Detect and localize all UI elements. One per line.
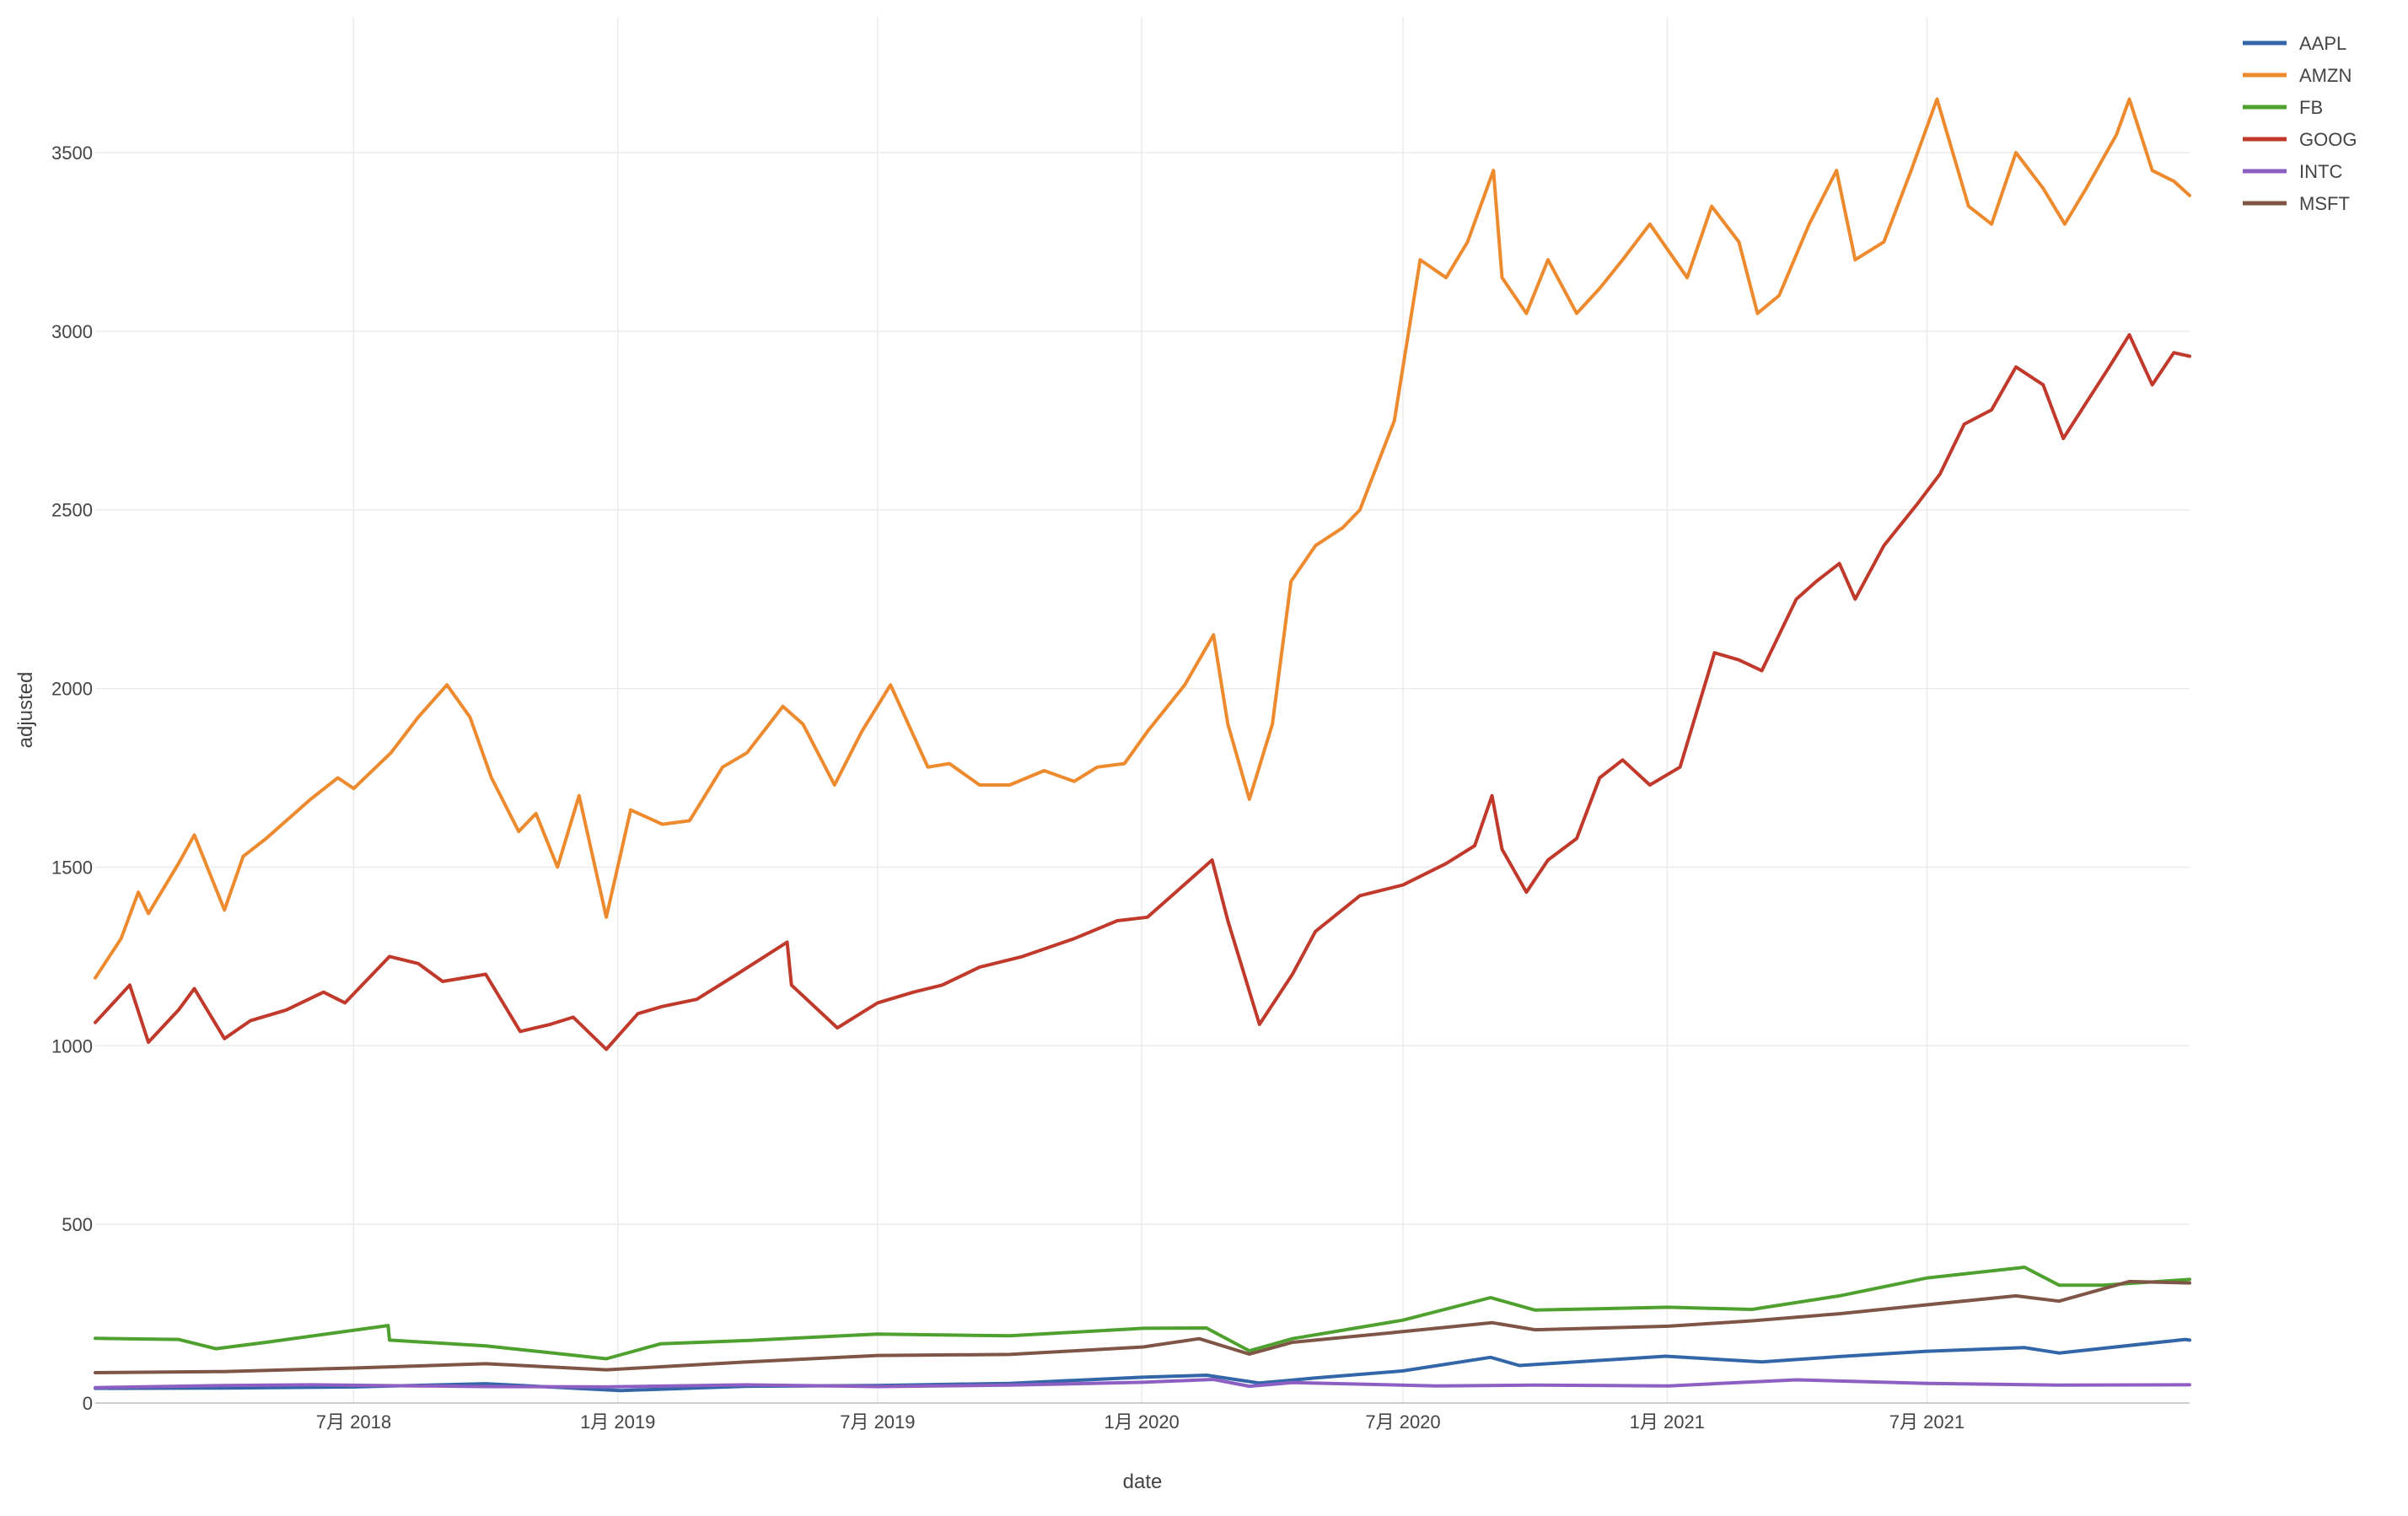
legend-item-amzn[interactable]: AMZN: [2243, 65, 2352, 86]
legend-label: MSFT: [2299, 193, 2350, 214]
series-line-amzn: [94, 97, 2191, 980]
y-tick-label: 2500: [51, 500, 93, 521]
y-tick-label: 500: [62, 1214, 93, 1235]
x-axis-ticks: 7月 2018 1月 2019 7月 2019 1月 2020 7月 2020 1月 20…: [316, 1411, 1965, 1433]
series-line-goog: [94, 333, 2191, 1051]
y-tick-label: 3500: [51, 142, 93, 164]
y-axis-ticks: 0 500 1000 1500 2000 2500 3000 3500: [51, 142, 93, 1414]
x-tick-label: 1月 2019: [580, 1411, 655, 1433]
x-tick-label: 1月 2021: [1630, 1411, 1705, 1433]
series-line-intc: [94, 1378, 2191, 1390]
y-tick-label: 0: [83, 1393, 93, 1414]
legend-label: AMZN: [2299, 65, 2352, 86]
y-tick-label: 1000: [51, 1035, 93, 1056]
x-tick-label: 7月 2018: [316, 1411, 391, 1433]
legend-label: FB: [2299, 97, 2323, 118]
legend[interactable]: AAPL AMZN FB GOOG INTC MSFT: [2243, 33, 2357, 214]
y-tick-label: 2000: [51, 679, 93, 700]
y-tick-label: 3000: [51, 321, 93, 342]
legend-item-msft[interactable]: MSFT: [2243, 193, 2350, 214]
legend-label: AAPL: [2299, 33, 2346, 54]
series-line-fb: [94, 1266, 2191, 1361]
legend-item-intc[interactable]: INTC: [2243, 161, 2342, 182]
series-lines: [94, 97, 2191, 1393]
legend-item-aapl[interactable]: AAPL: [2243, 33, 2346, 54]
series-line-msft: [94, 1279, 2191, 1374]
legend-label: INTC: [2299, 161, 2342, 182]
legend-item-fb[interactable]: FB: [2243, 97, 2323, 118]
legend-label: GOOG: [2299, 129, 2357, 150]
x-tick-label: 7月 2020: [1365, 1411, 1440, 1433]
legend-item-goog[interactable]: GOOG: [2243, 129, 2357, 150]
y-axis-title: adjusted: [14, 672, 37, 749]
x-tick-label: 7月 2021: [1889, 1411, 1965, 1433]
x-tick-label: 1月 2020: [1105, 1411, 1180, 1433]
x-axis-title: date: [1123, 1470, 1163, 1493]
y-tick-label: 1500: [51, 857, 93, 878]
x-tick-label: 7月 2019: [840, 1411, 915, 1433]
